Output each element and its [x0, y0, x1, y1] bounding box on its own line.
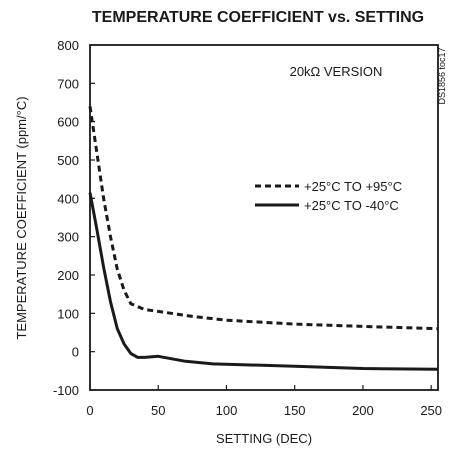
y-tick-label: 0	[72, 345, 79, 360]
x-ticks: 0 50 100 150 200 250	[86, 385, 442, 418]
x-tick-label: 0	[86, 403, 93, 418]
figure-id-label: DS1856 toc17	[437, 47, 447, 104]
series-line-warm	[88, 106, 439, 331]
x-tick-label: 150	[284, 403, 306, 418]
chart-title: TEMPERATURE COEFFICIENT vs. SETTING	[92, 9, 424, 26]
y-tick-label: 300	[57, 230, 79, 245]
y-tick-label: 800	[57, 38, 79, 53]
y-tick-label: 600	[57, 115, 79, 130]
x-tick-label: 100	[216, 403, 238, 418]
y-tick-label: -100	[53, 383, 79, 398]
y-tick-label: 700	[57, 76, 79, 91]
x-tick-label: 50	[151, 403, 165, 418]
y-axis-label: TEMPERATURE COEFFICIENT (ppm/°C)	[14, 96, 29, 339]
y-ticks: 800 700 600 500 400 300 200 100 0 -100	[53, 38, 95, 398]
y-tick-label: 100	[57, 306, 79, 321]
legend-label-warm: +25°C TO +95°C	[304, 179, 402, 194]
y-tick-label: 400	[57, 191, 79, 206]
legend: +25°C TO +95°C +25°C TO -40°C	[255, 179, 402, 213]
series-group	[88, 106, 439, 371]
x-tick-label: 250	[420, 403, 442, 418]
legend-label-cold: +25°C TO -40°C	[304, 198, 399, 213]
version-annotation: 20kΩ VERSION	[290, 64, 383, 79]
x-tick-label: 200	[352, 403, 374, 418]
y-tick-label: 200	[57, 268, 79, 283]
plot-area	[89, 44, 439, 391]
x-axis-label: SETTING (DEC)	[216, 431, 312, 446]
series-line-cold	[88, 192, 439, 371]
y-tick-label: 500	[57, 153, 79, 168]
